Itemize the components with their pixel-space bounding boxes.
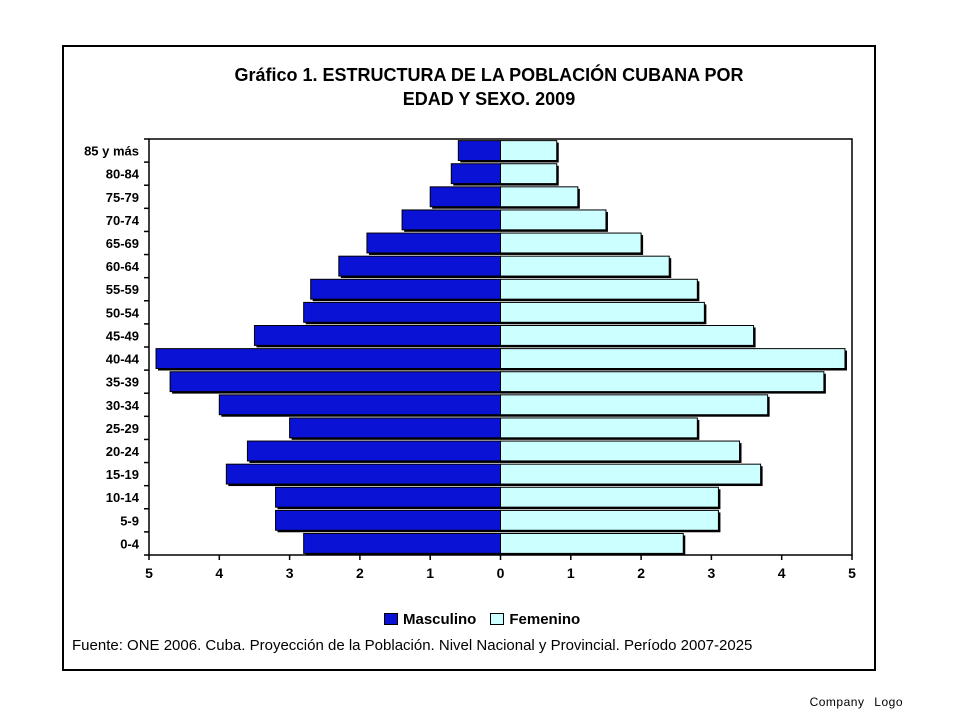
bar-femenino (500, 486, 719, 508)
x-tick-label: 3 (708, 565, 716, 581)
bar-masculino (169, 371, 501, 393)
source-note: Fuente: ONE 2006. Cuba. Proyección de la… (72, 637, 753, 654)
x-tick-label: 4 (778, 565, 786, 581)
y-tick-label: 5-9 (120, 513, 139, 528)
bar-masculino (450, 163, 502, 185)
x-tick-label: 5 (145, 565, 153, 581)
y-tick-label: 45-49 (106, 328, 139, 343)
y-tick-label: 80-84 (106, 167, 140, 182)
bar-masculino (289, 417, 501, 439)
x-tick-label: 1 (426, 565, 434, 581)
bar-femenino (500, 417, 698, 439)
legend-item-femenino: Femenino (490, 611, 580, 628)
legend-swatch-femenino (490, 613, 505, 625)
x-tick-label: 0 (497, 565, 505, 581)
pyramid-chart: 85 y más80-8475-7970-7465-6960-6455-5950… (84, 138, 856, 581)
x-tick-label: 4 (215, 565, 223, 581)
x-tick-label: 5 (848, 565, 856, 581)
y-tick-label: 50-54 (106, 305, 140, 320)
bar-masculino (253, 325, 501, 346)
bar-femenino (500, 186, 579, 208)
legend-label-femenino: Femenino (509, 610, 581, 628)
footer-logo: Logo (874, 695, 903, 709)
bar-femenino (500, 394, 769, 416)
bar-masculino (225, 463, 502, 485)
bar-masculino (303, 533, 501, 554)
bar-masculino (155, 348, 501, 369)
bar-masculino (366, 232, 501, 254)
y-tick-label: 0-4 (120, 536, 140, 551)
y-tick-label: 70-74 (106, 213, 140, 228)
bar-femenino (500, 533, 684, 554)
y-tick-label: 15-19 (106, 467, 139, 482)
chart-legend: Masculino Femenino (384, 609, 594, 629)
y-tick-label: 85 y más (84, 144, 139, 159)
bar-masculino (457, 140, 502, 161)
y-tick-label: 40-44 (106, 352, 140, 367)
chart-title-line-1: Gráfico 1. ESTRUCTURA DE LA POBLACIÓN CU… (234, 65, 744, 85)
y-tick-label: 75-79 (106, 190, 139, 205)
y-tick-label: 35-39 (106, 375, 139, 390)
y-tick-label: 55-59 (106, 282, 139, 297)
bar-femenino (500, 301, 705, 323)
bar-femenino (500, 255, 670, 277)
bar-femenino (500, 463, 762, 485)
x-tick-label: 3 (286, 565, 294, 581)
x-tick-label: 1 (567, 565, 575, 581)
bar-femenino (500, 209, 607, 231)
y-tick-label: 25-29 (106, 421, 139, 436)
y-tick-label: 10-14 (106, 490, 140, 505)
chart-title: Gráfico 1. ESTRUCTURA DE LA POBLACIÓN CU… (64, 63, 874, 111)
bar-masculino (218, 394, 502, 416)
bar-masculino (401, 209, 501, 231)
bar-masculino (338, 255, 501, 277)
legend-label-masculino: Masculino (403, 610, 477, 628)
bar-masculino (310, 278, 501, 300)
legend-swatch-masculino (384, 613, 398, 625)
y-tick-label: 20-24 (106, 444, 140, 459)
bar-femenino (500, 348, 846, 369)
x-tick-label: 2 (356, 565, 364, 581)
bar-femenino (500, 440, 741, 462)
bar-masculino (275, 509, 501, 531)
footer-company-logo: Company Logo (804, 695, 903, 709)
chart-frame: Gráfico 1. ESTRUCTURA DE LA POBLACIÓN CU… (62, 45, 876, 671)
bar-femenino (500, 232, 642, 254)
bar-masculino (303, 301, 501, 323)
legend-item-masculino: Masculino (384, 611, 476, 628)
bar-femenino (500, 163, 558, 185)
bar-femenino (500, 140, 558, 161)
bar-femenino (500, 325, 755, 346)
chart-title-line-2: EDAD Y SEXO. 2009 (402, 89, 576, 109)
y-tick-label: 65-69 (106, 236, 139, 251)
y-tick-label: 30-34 (106, 398, 140, 413)
y-tick-label: 60-64 (106, 259, 140, 274)
bar-masculino (429, 186, 502, 208)
footer-company: Company (809, 695, 865, 709)
bar-masculino (246, 440, 501, 462)
bar-masculino (275, 486, 501, 508)
x-tick-label: 2 (637, 565, 645, 581)
bar-femenino (500, 509, 719, 531)
bar-femenino (500, 278, 698, 300)
bar-femenino (500, 371, 825, 393)
